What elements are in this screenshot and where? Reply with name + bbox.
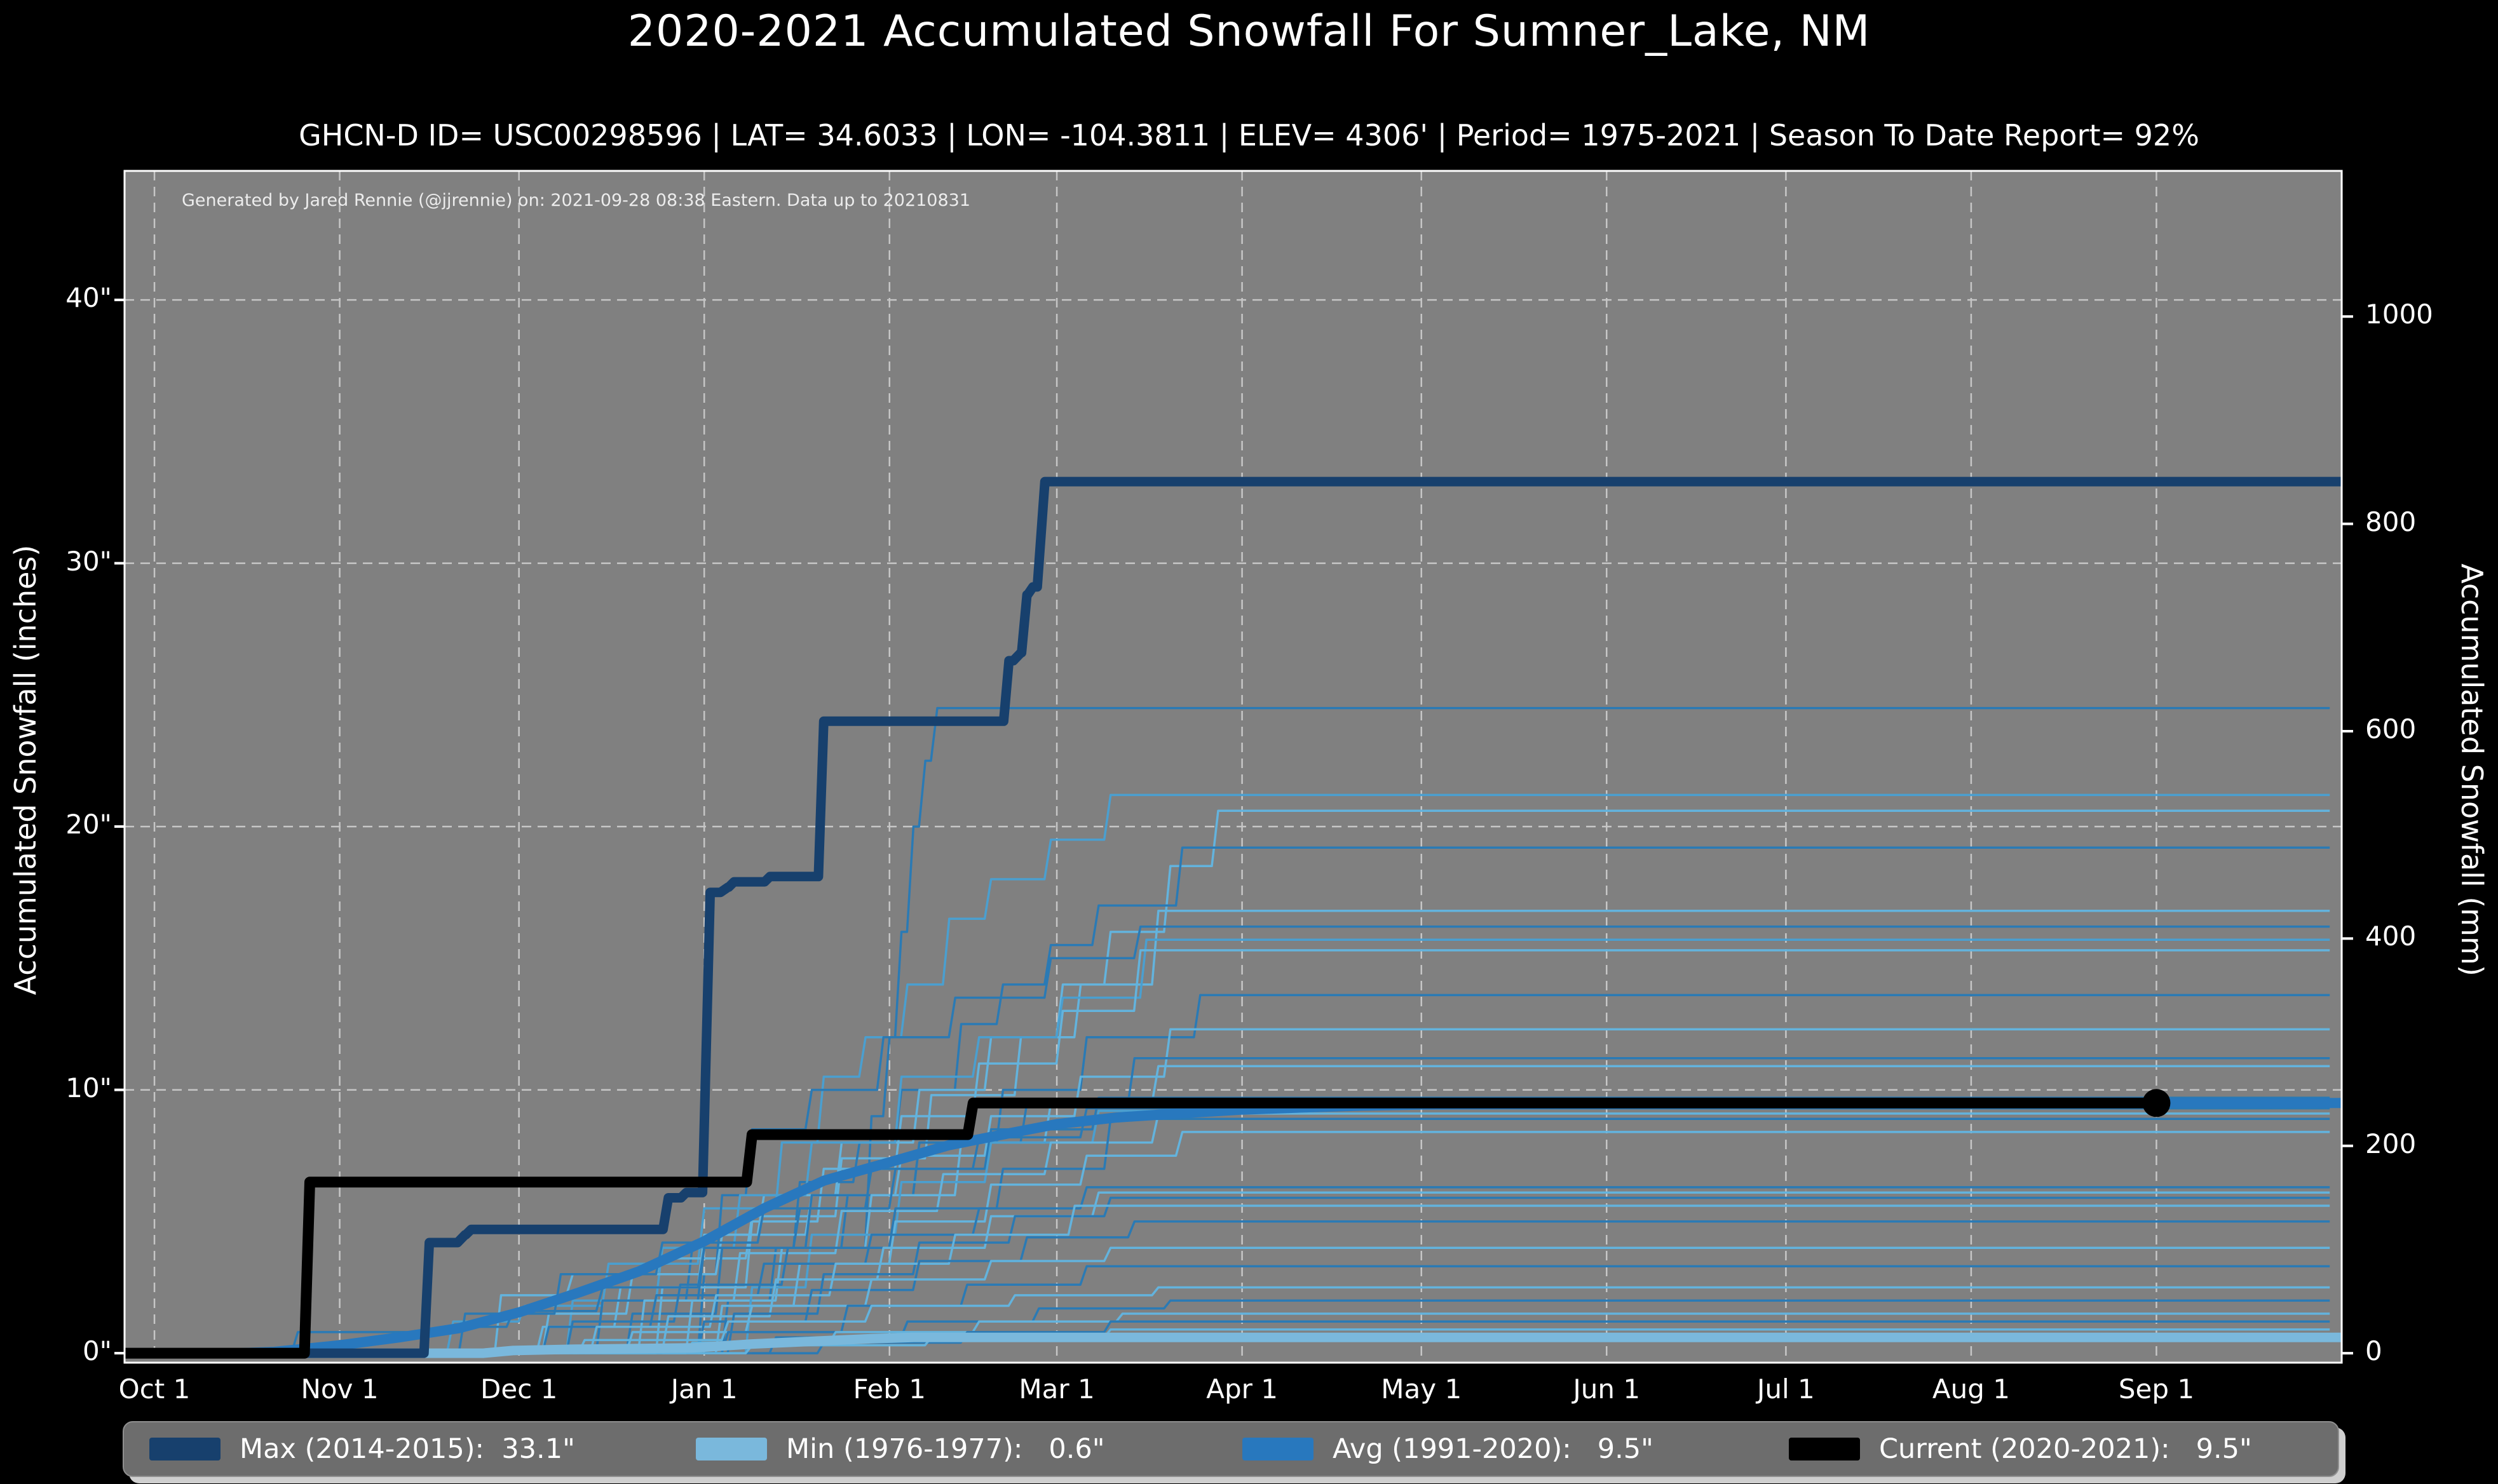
x-tick-label: Apr 1	[1206, 1373, 1278, 1405]
max-swatch-icon	[149, 1438, 221, 1460]
year-line	[573, 1246, 2330, 1354]
x-tick-label: Nov 1	[301, 1373, 379, 1405]
legend-item-min: Min (1976-1977): 0.6"	[696, 1422, 1105, 1476]
current-line	[125, 1097, 2162, 1359]
year-line	[501, 1186, 2330, 1354]
legend-item-avg: Avg (1991-2020): 9.5"	[1242, 1422, 1653, 1476]
plot-area	[125, 171, 2342, 1363]
current-end-dot	[2142, 1089, 2171, 1117]
year-line	[704, 1196, 2330, 1354]
year-line	[536, 1204, 2330, 1354]
y-tick-label-right: 1000	[2365, 299, 2433, 330]
x-tick-label: May 1	[1381, 1373, 1462, 1405]
chart-title: 2020-2021 Accumulated Snowfall For Sumne…	[627, 6, 1871, 57]
year-line	[656, 1220, 2330, 1354]
legend-item-current: Current (2020-2021): 9.5"	[1789, 1422, 2252, 1476]
x-tick-label: Mar 1	[1019, 1373, 1095, 1405]
y-tick-label-right: 0	[2365, 1335, 2382, 1367]
y-tick-label-left: 20"	[65, 809, 112, 840]
y-tick-label-right: 400	[2365, 921, 2417, 952]
year-line	[692, 1131, 2330, 1354]
year-line	[602, 949, 2330, 1354]
year-line	[501, 1028, 2330, 1354]
x-tick-label: Oct 1	[118, 1373, 191, 1405]
year-line	[513, 1286, 2330, 1354]
x-tick-label: Jun 1	[1573, 1373, 1641, 1405]
current-swatch-icon	[1789, 1438, 1860, 1460]
year-line	[525, 1117, 2330, 1354]
y-tick-label-right: 200	[2365, 1128, 2417, 1159]
x-tick-label: Sep 1	[2118, 1373, 2195, 1405]
year-line	[453, 809, 2330, 1354]
x-tick-label: Aug 1	[1932, 1373, 2010, 1405]
legend: Max (2014-2015): 33.1" Min (1976-1977): 0…	[123, 1421, 2339, 1477]
avg-swatch-icon	[1242, 1438, 1313, 1460]
y-tick-label-left: 10"	[65, 1072, 112, 1103]
max-line	[125, 476, 2342, 1358]
legend-label-avg: Avg (1991-2020): 9.5"	[1333, 1433, 1653, 1465]
year-line	[585, 1112, 2330, 1354]
legend-label-max: Max (2014-2015): 33.1"	[240, 1433, 575, 1465]
y-tick-label-right: 600	[2365, 713, 2417, 745]
legend-label-min: Min (1976-1977): 0.6"	[786, 1433, 1105, 1465]
x-tick-label: Jul 1	[1757, 1373, 1815, 1405]
y-axis-label-left: Accumulated Snowfall (inches)	[8, 544, 43, 995]
y-tick-label-left: 30"	[65, 545, 112, 577]
legend-label-current: Current (2020-2021): 9.5"	[1879, 1433, 2252, 1465]
avg-line	[125, 1098, 2342, 1359]
y-tick-label-right: 800	[2365, 506, 2417, 537]
x-tick-label: Jan 1	[670, 1373, 738, 1405]
y-tick-label-left: 0"	[82, 1335, 112, 1367]
y-axis-label-right: Accumulated Snowfall (mm)	[2455, 563, 2489, 976]
year-line	[519, 706, 2330, 1354]
watermark-text: Generated by Jared Rennie (@jjrennie) on…	[182, 191, 971, 210]
min-line	[125, 1332, 2342, 1358]
year-line	[722, 1299, 2330, 1354]
chart-subtitle: GHCN-D ID= USC00298596 | LAT= 34.6033 | …	[299, 118, 2199, 152]
x-tick-label: Feb 1	[853, 1373, 926, 1405]
y-tick-label-left: 40"	[65, 282, 112, 314]
legend-item-max: Max (2014-2015): 33.1"	[149, 1422, 575, 1476]
plot-border	[123, 170, 2343, 1364]
x-tick-label: Dec 1	[480, 1373, 558, 1405]
min-swatch-icon	[696, 1438, 767, 1460]
